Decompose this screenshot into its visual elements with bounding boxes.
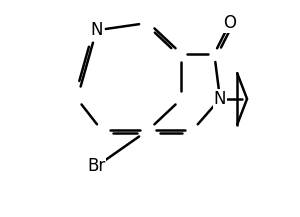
Text: N: N bbox=[90, 21, 103, 39]
Text: O: O bbox=[224, 14, 236, 32]
Text: N: N bbox=[214, 90, 226, 108]
Text: Br: Br bbox=[87, 157, 106, 175]
